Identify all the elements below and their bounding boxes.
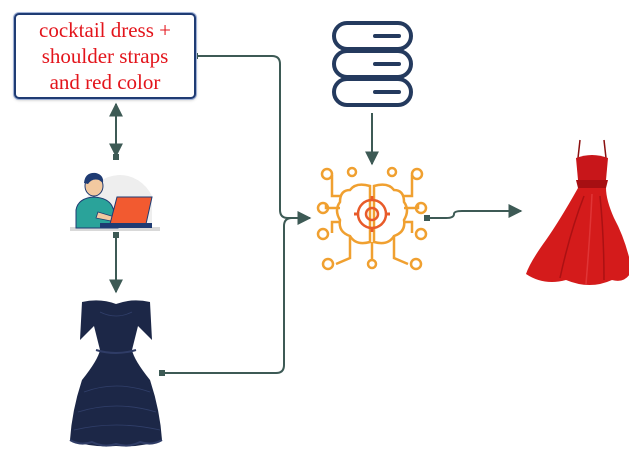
navy-lace-off-shoulder-dress-image xyxy=(69,300,163,447)
connector-dot xyxy=(424,215,430,221)
database-icon xyxy=(332,21,413,107)
connector-dot xyxy=(113,154,119,160)
model-output-connector xyxy=(428,204,523,219)
connectors xyxy=(109,55,523,374)
red-strap-dress-image xyxy=(526,139,629,285)
text-query-box: cocktail dress + shoulder straps and red… xyxy=(14,13,196,99)
query-text-line-1: cocktail dress + xyxy=(39,18,171,42)
query-text-line-3: and red color xyxy=(49,70,161,94)
connector-dot xyxy=(113,232,119,238)
dress-model-connector xyxy=(162,217,310,374)
connector-dot xyxy=(159,370,165,376)
query-text-line-2: shoulder straps xyxy=(41,44,169,68)
user-at-laptop-icon xyxy=(70,172,160,231)
ai-brain-chip-icon xyxy=(316,166,428,271)
query-model-connector xyxy=(196,55,312,225)
